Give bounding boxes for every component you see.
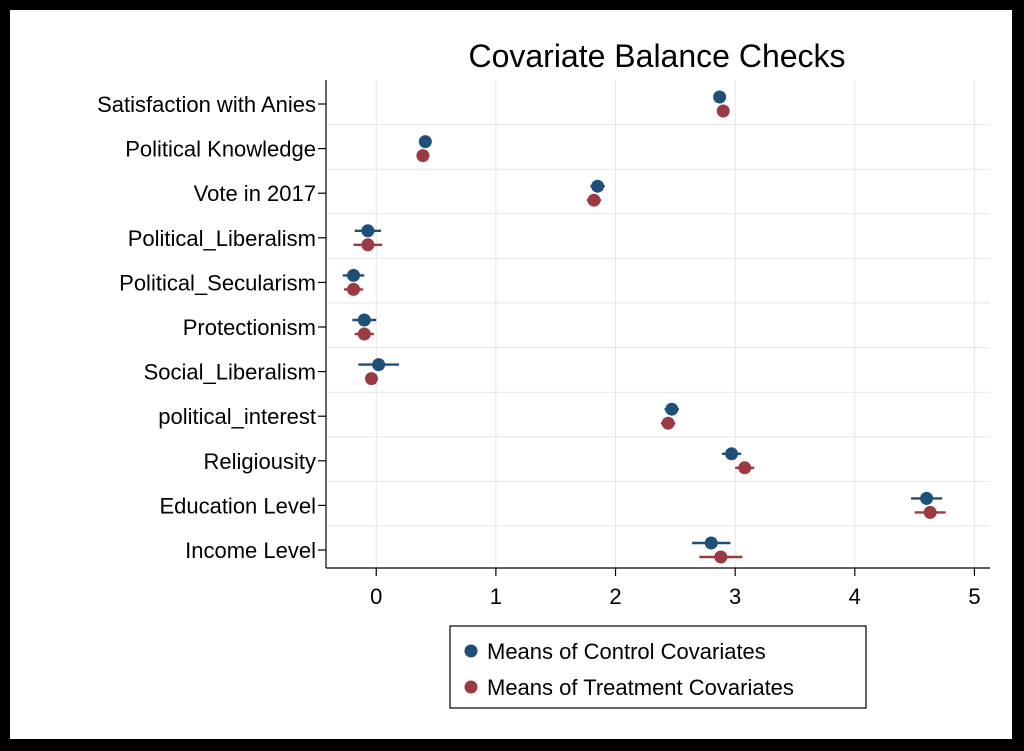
y-tick-label: Social_Liberalism (144, 360, 316, 385)
y-tick-label: Income Level (185, 538, 316, 563)
treatment-mean-point (661, 416, 675, 430)
y-tick-label: Religiousity (204, 449, 317, 474)
legend-label-treatment: Means of Treatment Covariates (487, 675, 794, 700)
treatment-mean-point (357, 327, 371, 341)
treatment-mean-point (738, 461, 752, 475)
control-mean-point (725, 447, 739, 461)
y-tick-labels: Satisfaction with Anies Political Knowled… (97, 92, 316, 563)
control-mean-point (347, 268, 361, 282)
legend-marker-control (464, 644, 478, 658)
treatment-mean-point (923, 505, 937, 519)
y-tick-label: Vote in 2017 (194, 181, 316, 206)
y-tick-label: political_interest (158, 404, 316, 429)
x-tick-labels: 0 1 2 3 4 5 (370, 584, 980, 609)
y-tick-label: Satisfaction with Anies (97, 92, 316, 117)
control-mean-point (418, 135, 432, 149)
legend-box (449, 625, 867, 709)
treatment-mean-point (416, 149, 430, 163)
y-tick-label: Education Level (159, 493, 316, 518)
control-mean-point (713, 90, 727, 104)
axes (318, 80, 990, 576)
x-tick-label: 2 (609, 584, 621, 609)
figure-frame: Covariate Balance Checks Satisfaction wi… (8, 8, 1014, 741)
x-tick-label: 5 (968, 584, 980, 609)
control-mean-point (920, 491, 934, 505)
treatment-mean-point (364, 372, 378, 386)
y-tick-label: Political Knowledge (125, 137, 316, 162)
control-mean-point (372, 358, 386, 372)
chart-title: Covariate Balance Checks (468, 38, 845, 74)
treatment-mean-point (347, 282, 361, 296)
data-marks (342, 90, 946, 564)
y-tick-label: Political_Liberalism (128, 226, 316, 251)
x-tick-label: 3 (729, 584, 741, 609)
x-tick-label: 0 (370, 584, 382, 609)
treatment-mean-point (716, 104, 730, 118)
y-tick-label: Political_Secularism (119, 270, 316, 295)
balance-chart: Covariate Balance Checks Satisfaction wi… (97, 38, 990, 709)
legend: Means of Control Covariates Means of Tre… (449, 625, 867, 709)
legend-label-control: Means of Control Covariates (487, 639, 766, 664)
control-mean-point (361, 224, 375, 238)
treatment-mean-point (714, 550, 728, 564)
treatment-mean-point (587, 193, 601, 207)
control-mean-point (704, 536, 718, 550)
control-mean-point (591, 179, 605, 193)
y-tick-label: Protectionism (183, 315, 316, 340)
control-mean-point (357, 313, 371, 327)
x-tick-label: 1 (490, 584, 502, 609)
legend-marker-treatment (464, 680, 478, 694)
grid-lines (326, 80, 990, 568)
control-mean-point (665, 402, 679, 416)
x-tick-label: 4 (849, 584, 861, 609)
treatment-mean-point (361, 238, 375, 252)
